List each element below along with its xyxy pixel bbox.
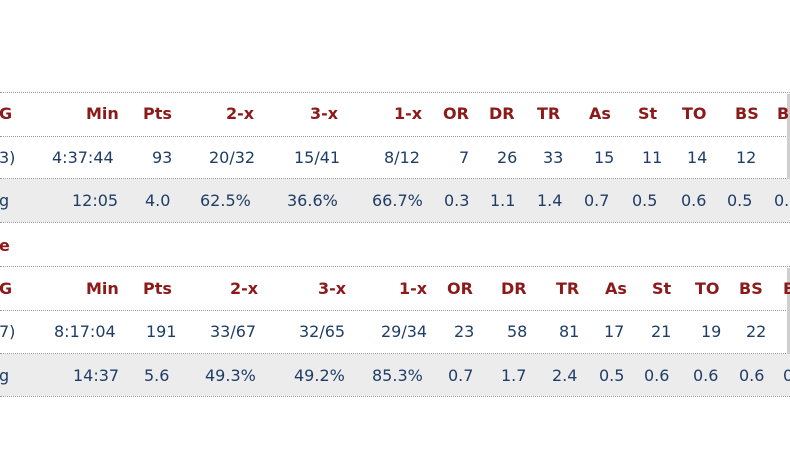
separator — [0, 136, 790, 137]
cell-dr: 58 — [507, 322, 528, 341]
cell-st: 11 — [642, 148, 663, 167]
col-header-games: G — [0, 104, 13, 123]
section-label: e — [0, 236, 10, 255]
stats-header-row: G Min Pts 2-x 3-x 1-x OR DR TR As St TO … — [0, 279, 790, 303]
separator — [0, 222, 790, 223]
cell-dr: 1.7 — [501, 366, 527, 385]
cell-1x: 8/12 — [384, 148, 420, 167]
col-header-tr: TR — [556, 279, 580, 298]
cell-min: 4:37:44 — [52, 148, 114, 167]
cell-2x: 62.5% — [200, 191, 251, 210]
cell-tr: 33 — [543, 148, 564, 167]
cell-games: g — [0, 366, 10, 385]
cell-as: 0.7 — [584, 191, 610, 210]
cell-1x: 29/34 — [381, 322, 428, 341]
cell-pts: 191 — [146, 322, 177, 341]
col-header-pts: Pts — [143, 104, 172, 123]
col-header-bs: BS — [735, 104, 759, 123]
col-header-pts: Pts — [143, 279, 172, 298]
col-header-st: St — [652, 279, 672, 298]
separator — [0, 396, 790, 397]
cell-bs: 0.6 — [739, 366, 765, 385]
cell-tr: 81 — [559, 322, 580, 341]
cell-to: 19 — [701, 322, 722, 341]
col-header-tr: TR — [537, 104, 561, 123]
separator — [0, 353, 790, 354]
cell-2x: 49.3% — [205, 366, 256, 385]
cell-pts: 93 — [152, 148, 173, 167]
cell-or: 7 — [459, 148, 470, 167]
col-header-to: TO — [682, 104, 707, 123]
col-header-or: OR — [443, 104, 469, 123]
cell-2x: 20/32 — [209, 148, 256, 167]
cell-1x: 85.3% — [372, 366, 423, 385]
cell-or: 23 — [454, 322, 475, 341]
cell-or: 0.7 — [448, 366, 474, 385]
col-header-1x: 1-x — [399, 279, 428, 298]
cell-as: 15 — [594, 148, 615, 167]
cell-b: 0. — [774, 191, 790, 210]
cell-3x: 36.6% — [287, 191, 338, 210]
cell-st: 0.5 — [632, 191, 658, 210]
col-header-b: B — [777, 104, 790, 123]
cell-dr: 26 — [497, 148, 518, 167]
separator — [0, 266, 790, 267]
col-header-bs: BS — [739, 279, 763, 298]
col-header-dr: DR — [489, 104, 515, 123]
cell-3x: 49.2% — [294, 366, 345, 385]
vertical-scrollbar[interactable] — [787, 94, 790, 222]
cell-to: 0.6 — [693, 366, 719, 385]
cell-3x: 32/65 — [299, 322, 346, 341]
cell-st: 21 — [651, 322, 672, 341]
cell-min: 14:37 — [73, 366, 120, 385]
cell-tr: 1.4 — [537, 191, 563, 210]
cell-st: 0.6 — [644, 366, 670, 385]
col-header-2x: 2-x — [226, 104, 255, 123]
cell-min: 8:17:04 — [54, 322, 116, 341]
col-header-b: B — [783, 279, 790, 298]
cell-or: 0.3 — [444, 191, 470, 210]
col-header-as: As — [589, 104, 611, 123]
cell-to: 0.6 — [681, 191, 707, 210]
col-header-to: TO — [695, 279, 720, 298]
cell-3x: 15/41 — [294, 148, 341, 167]
cell-bs: 0.5 — [727, 191, 753, 210]
cell-bs: 22 — [746, 322, 767, 341]
col-header-min: Min — [86, 279, 119, 298]
cell-1x: 66.7% — [372, 191, 423, 210]
table-row-average: g 14:37 5.6 49.3% 49.2% 85.3% 0.7 1.7 2.… — [0, 354, 790, 396]
col-header-3x: 3-x — [318, 279, 347, 298]
cell-min: 12:05 — [72, 191, 119, 210]
col-header-as: As — [605, 279, 627, 298]
cell-bs: 12 — [736, 148, 757, 167]
stats-header-row: G Min Pts 2-x 3-x 1-x OR DR TR As St TO … — [0, 104, 790, 128]
cell-to: 14 — [687, 148, 708, 167]
cell-as: 17 — [604, 322, 625, 341]
separator — [0, 178, 790, 179]
vertical-scrollbar[interactable] — [787, 268, 790, 396]
cell-games: 7) — [0, 322, 16, 341]
separator — [0, 92, 790, 93]
col-header-2x: 2-x — [230, 279, 259, 298]
col-header-dr: DR — [501, 279, 527, 298]
col-header-or: OR — [447, 279, 473, 298]
col-header-st: St — [638, 104, 658, 123]
cell-games: 3) — [0, 148, 16, 167]
cell-2x: 33/67 — [210, 322, 257, 341]
cell-games: g — [0, 191, 10, 210]
col-header-games: G — [0, 279, 13, 298]
table-row-average: g 12:05 4.0 62.5% 36.6% 66.7% 0.3 1.1 1.… — [0, 179, 790, 222]
table-row-totals: 3) 4:37:44 93 20/32 15/41 8/12 7 26 33 1… — [0, 137, 790, 178]
col-header-3x: 3-x — [310, 104, 339, 123]
cell-as: 0.5 — [599, 366, 625, 385]
cell-pts: 4.0 — [145, 191, 171, 210]
cell-tr: 2.4 — [552, 366, 578, 385]
cell-dr: 1.1 — [490, 191, 516, 210]
col-header-1x: 1-x — [394, 104, 423, 123]
cell-pts: 5.6 — [144, 366, 170, 385]
cell-b: 0 — [783, 366, 790, 385]
separator — [0, 310, 790, 311]
col-header-min: Min — [86, 104, 119, 123]
table-row-totals: 7) 8:17:04 191 33/67 32/65 29/34 23 58 8… — [0, 311, 790, 353]
